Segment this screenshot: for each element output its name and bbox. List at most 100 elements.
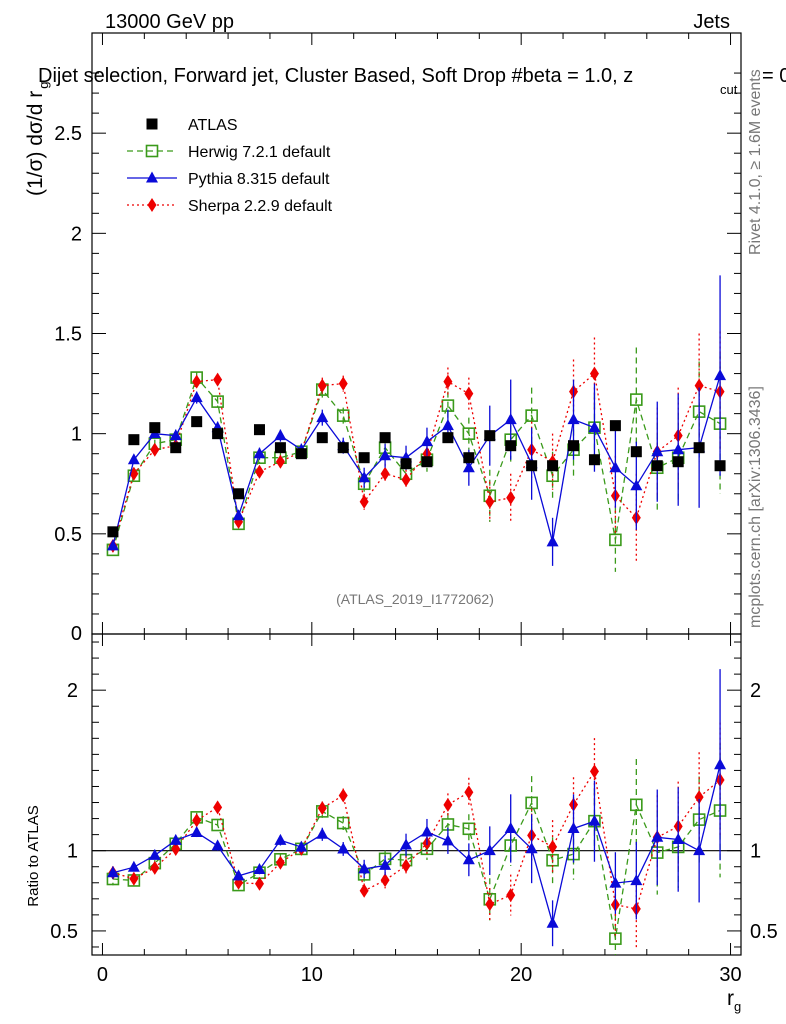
sherpa-ratio-point [150,860,160,875]
pythia-ratio-point [567,821,580,833]
pythia-point [420,435,433,447]
sherpa-point [485,494,495,509]
ratio-series-pythia [106,669,727,947]
sherpa-point [401,472,411,487]
pythia-ratio-point [483,844,496,856]
atlas-point [672,456,684,468]
sherpa-line [112,372,721,547]
legend: ATLAS Herwig 7.2.1 default Pythia 8.315 de… [127,117,333,215]
pythia-ratio-point [232,869,245,881]
pythia-ratio-point [358,862,371,874]
atlas-point [547,460,559,472]
rivet-label-group: Rivet 4.1.0, ≥ 1.6M events [747,69,764,255]
sherpa-point [254,464,264,479]
sherpa-ratio-point [192,813,202,828]
atlas-point [630,446,642,458]
pythia-point [316,411,329,423]
sherpa-ratio-point [171,841,181,856]
pythia-ratio-point [211,839,224,851]
pythia-point [546,535,559,547]
sherpa-point [359,494,369,509]
pythia-ratio-point [441,834,454,846]
sherpa-ratio-point [213,800,223,815]
sherpa-point [150,442,160,457]
selection-title: Dijet selection, Forward jet, Cluster Ba… [38,65,633,87]
ratio-y-label-group: Ratio to ATLAS [25,805,42,906]
herwig-ratio-point [630,798,643,812]
y-axis-label: (1/σ) dσ/d r g [24,81,51,196]
selection-main: Dijet selection, Forward jet, Cluster Ba… [38,65,633,87]
sherpa-point [694,378,704,393]
sherpa-point [380,466,390,481]
herwig-ratio-point [609,932,622,945]
atlas-point [609,420,621,432]
pythia-ratio-point [274,833,287,845]
pythia-point [274,429,287,441]
atlas-point [484,430,496,442]
y-tick-label-zero: 0 [71,623,82,645]
pythia-ratio-point [651,830,664,842]
herwig-point [609,533,622,547]
ratio-frame [91,633,742,956]
x-axis-label: rg [727,987,741,1014]
ratio-series-herwig [106,743,727,955]
pythia-point [379,449,392,461]
pythia-ratio-point [462,853,475,865]
pythia-ratio-point [379,858,392,870]
sherpa-point [443,374,453,389]
atlas-point [337,442,349,454]
x-tick-label: 10 [301,964,323,986]
sherpa-ratio-point [359,883,369,898]
pythia-ratio-point [588,814,601,826]
herwig-point [525,409,538,422]
legend-marker-pythia [146,171,158,183]
atlas-point [400,458,412,470]
atlas-point [170,442,182,454]
pythia-ratio-point [546,916,559,928]
sherpa-point [506,490,516,505]
x-axis-label-main: r [727,987,734,1010]
atlas-point [379,432,391,444]
atlas-point [316,432,328,444]
sherpa-ratio-point [506,888,516,903]
y-axis-label-main: (1/σ) dσ/d r [24,91,47,196]
pythia-point [504,413,517,425]
ratio-panel: 0 10 20 30 0.5 0.5 1 1 2 2 [50,633,778,986]
legend-marker-sherpa [147,198,157,212]
pythia-ratio-point [420,825,433,837]
energy-label: 13000 GeV pp [105,11,234,33]
atlas-point [191,416,203,428]
legend-label-pythia: Pythia 8.315 default [188,171,330,188]
pythia-point [609,461,622,473]
pythia-ratio-point [400,838,413,850]
atlas-point [421,456,433,468]
herwig-ratio-point [462,822,476,836]
atlas-point [693,442,705,454]
legend-label-atlas: ATLAS [188,117,238,134]
sherpa-ratio-point [401,858,411,873]
sherpa-ratio-point [380,873,390,888]
pythia-point [672,443,685,455]
herwig-ratio-point [525,796,538,810]
pythia-point [190,391,203,403]
herwig-point [630,393,643,406]
pythia-ratio-point [630,874,643,886]
pythia-ratio-point [525,842,538,854]
atlas-point [568,440,580,452]
ratio-tick-label-right: 0.5 [750,921,778,943]
mcplots-label: mcplots.cern.ch [arXiv:1306.3436] [747,386,764,628]
atlas-point [274,442,286,454]
atlas-point [505,440,517,452]
y-axis-label-group: (1/σ) dσ/d r g [24,81,51,196]
pythia-ratio-point [148,848,161,860]
category-label: Jets [693,11,730,33]
pythia-point [567,413,580,425]
ratio-tick-label-right: 1 [750,841,761,863]
atlas-point [233,488,245,500]
pythia-ratio-point [253,863,266,875]
atlas-point [295,448,307,460]
pythia-point [651,445,664,457]
pythia-ratio-point [714,758,727,770]
legend-marker-herwig [145,144,159,158]
